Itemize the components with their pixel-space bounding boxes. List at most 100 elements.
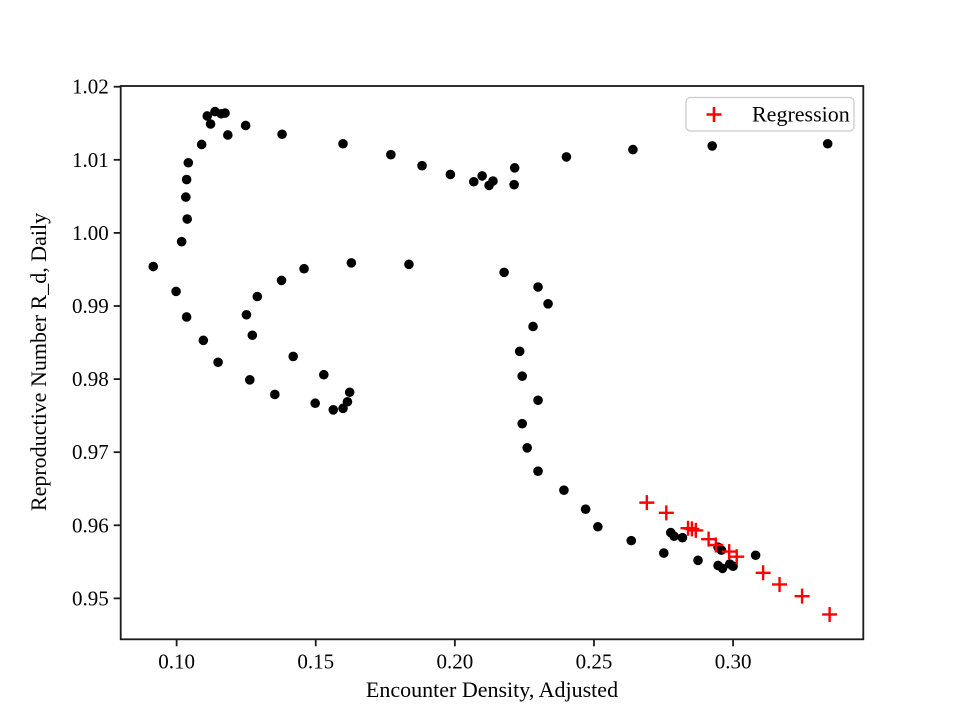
trajectory-point	[514, 346, 525, 357]
y-tick-label: 0.99	[72, 294, 109, 318]
trajectory-point	[559, 485, 569, 495]
trajectory-point	[148, 261, 159, 272]
trajectory-point	[181, 312, 192, 322]
trajectory-point	[277, 129, 287, 140]
trajectory-point	[499, 267, 509, 278]
regression-point	[822, 606, 838, 622]
trajectory-point	[181, 174, 192, 185]
x-tick-label: 0.20	[436, 649, 473, 673]
y-axis-label: Reproductive Number R_d, Daily	[26, 213, 51, 511]
x-tick-label: 0.15	[297, 649, 334, 673]
trajectory-point	[707, 141, 718, 151]
y-tick-label: 0.95	[72, 586, 109, 610]
trajectory-point	[202, 111, 213, 121]
trajectory-point	[528, 321, 538, 332]
trajectory-point	[822, 138, 833, 149]
trajectory-point	[626, 535, 637, 546]
trajectory-point	[342, 396, 353, 407]
x-tick-label: 0.25	[576, 649, 613, 673]
regression-plus-icon	[706, 107, 722, 122]
trajectory-point	[205, 119, 216, 129]
y-tick-label: 1.01	[72, 148, 109, 172]
trajectory-point	[386, 149, 396, 160]
trajectory-point	[346, 258, 357, 268]
trajectory-point	[244, 375, 255, 385]
trajectory-point	[288, 351, 299, 362]
trajectory-point	[210, 106, 220, 117]
legend: Regression	[685, 96, 855, 132]
trajectory-point	[750, 550, 761, 561]
trajectory-point	[213, 357, 223, 368]
y-axis-ticks: 0.95 0.96 0.97 0.98 0.99 1.00 1.01 1.02	[72, 75, 121, 610]
trajectory-point	[183, 157, 194, 168]
trajectory-point	[477, 171, 487, 181]
regression-point	[729, 549, 745, 565]
trajectory-point	[628, 144, 638, 155]
trajectory-point	[344, 387, 355, 398]
trajectory-point	[198, 335, 209, 346]
trajectory-point	[533, 466, 543, 476]
trajectory-point	[717, 563, 728, 574]
trajectory-point	[580, 504, 591, 514]
trajectory-point	[543, 299, 553, 309]
legend-regression-label: Regression	[752, 102, 850, 127]
y-tick-label: 1.00	[72, 221, 109, 245]
trajectory-point	[484, 180, 494, 191]
trajectory-point	[693, 555, 703, 566]
regression-point	[688, 522, 704, 538]
trajectory-point	[319, 369, 329, 380]
trajectory-point	[417, 160, 427, 171]
trajectory-point	[276, 275, 287, 286]
x-axis-ticks: 0.10 0.15 0.20 0.25 0.30	[158, 639, 751, 673]
trajectory-point	[338, 138, 348, 149]
y-tick-label: 0.97	[72, 440, 109, 464]
trajectory-point	[716, 545, 727, 555]
trajectory-point	[270, 389, 280, 400]
y-tick-label: 0.98	[72, 367, 109, 391]
y-tick-label: 1.02	[72, 75, 109, 99]
x-tick-label: 0.10	[158, 649, 195, 673]
trajectory-point	[509, 179, 519, 190]
trajectory-point	[241, 309, 252, 320]
trajectory-point	[445, 169, 456, 180]
axes-frame	[119, 85, 865, 641]
trajectory-point	[593, 521, 603, 532]
trajectory-point	[669, 531, 679, 542]
trajectory-point	[252, 291, 263, 302]
trajectory-point	[247, 330, 258, 341]
trajectory-point	[299, 263, 309, 274]
trajectory-point	[171, 286, 181, 297]
trajectory-point	[677, 532, 688, 543]
trajectory-point	[561, 152, 572, 162]
trajectory-point	[517, 371, 527, 381]
trajectory-point	[182, 214, 192, 224]
trajectory-point	[328, 404, 339, 415]
trajectory-point	[404, 259, 414, 270]
legend-box	[685, 96, 855, 132]
trajectory-point	[176, 236, 187, 247]
y-tick-label: 0.96	[72, 513, 109, 537]
regression-point	[658, 505, 674, 521]
regression-point	[772, 576, 788, 592]
data-points-layer	[148, 106, 838, 622]
trajectory-point	[468, 176, 479, 187]
trajectory-point	[223, 130, 233, 140]
x-axis-label: Encounter Density, Adjusted	[366, 677, 618, 702]
trajectory-point	[728, 561, 738, 572]
trajectory-point	[522, 443, 532, 453]
trajectory-point	[517, 418, 527, 429]
trajectory-point	[509, 163, 520, 173]
trajectory-point	[310, 398, 320, 409]
trajectory-point	[240, 120, 251, 131]
regression-point	[794, 588, 810, 604]
trajectory-point	[196, 139, 207, 150]
trajectory-point	[533, 395, 543, 406]
x-tick-label: 0.30	[715, 649, 752, 673]
trajectory-point	[533, 282, 543, 292]
trajectory-point	[659, 548, 669, 558]
regression-point	[721, 544, 737, 560]
regression-point	[708, 537, 724, 553]
regression-point	[755, 565, 771, 581]
